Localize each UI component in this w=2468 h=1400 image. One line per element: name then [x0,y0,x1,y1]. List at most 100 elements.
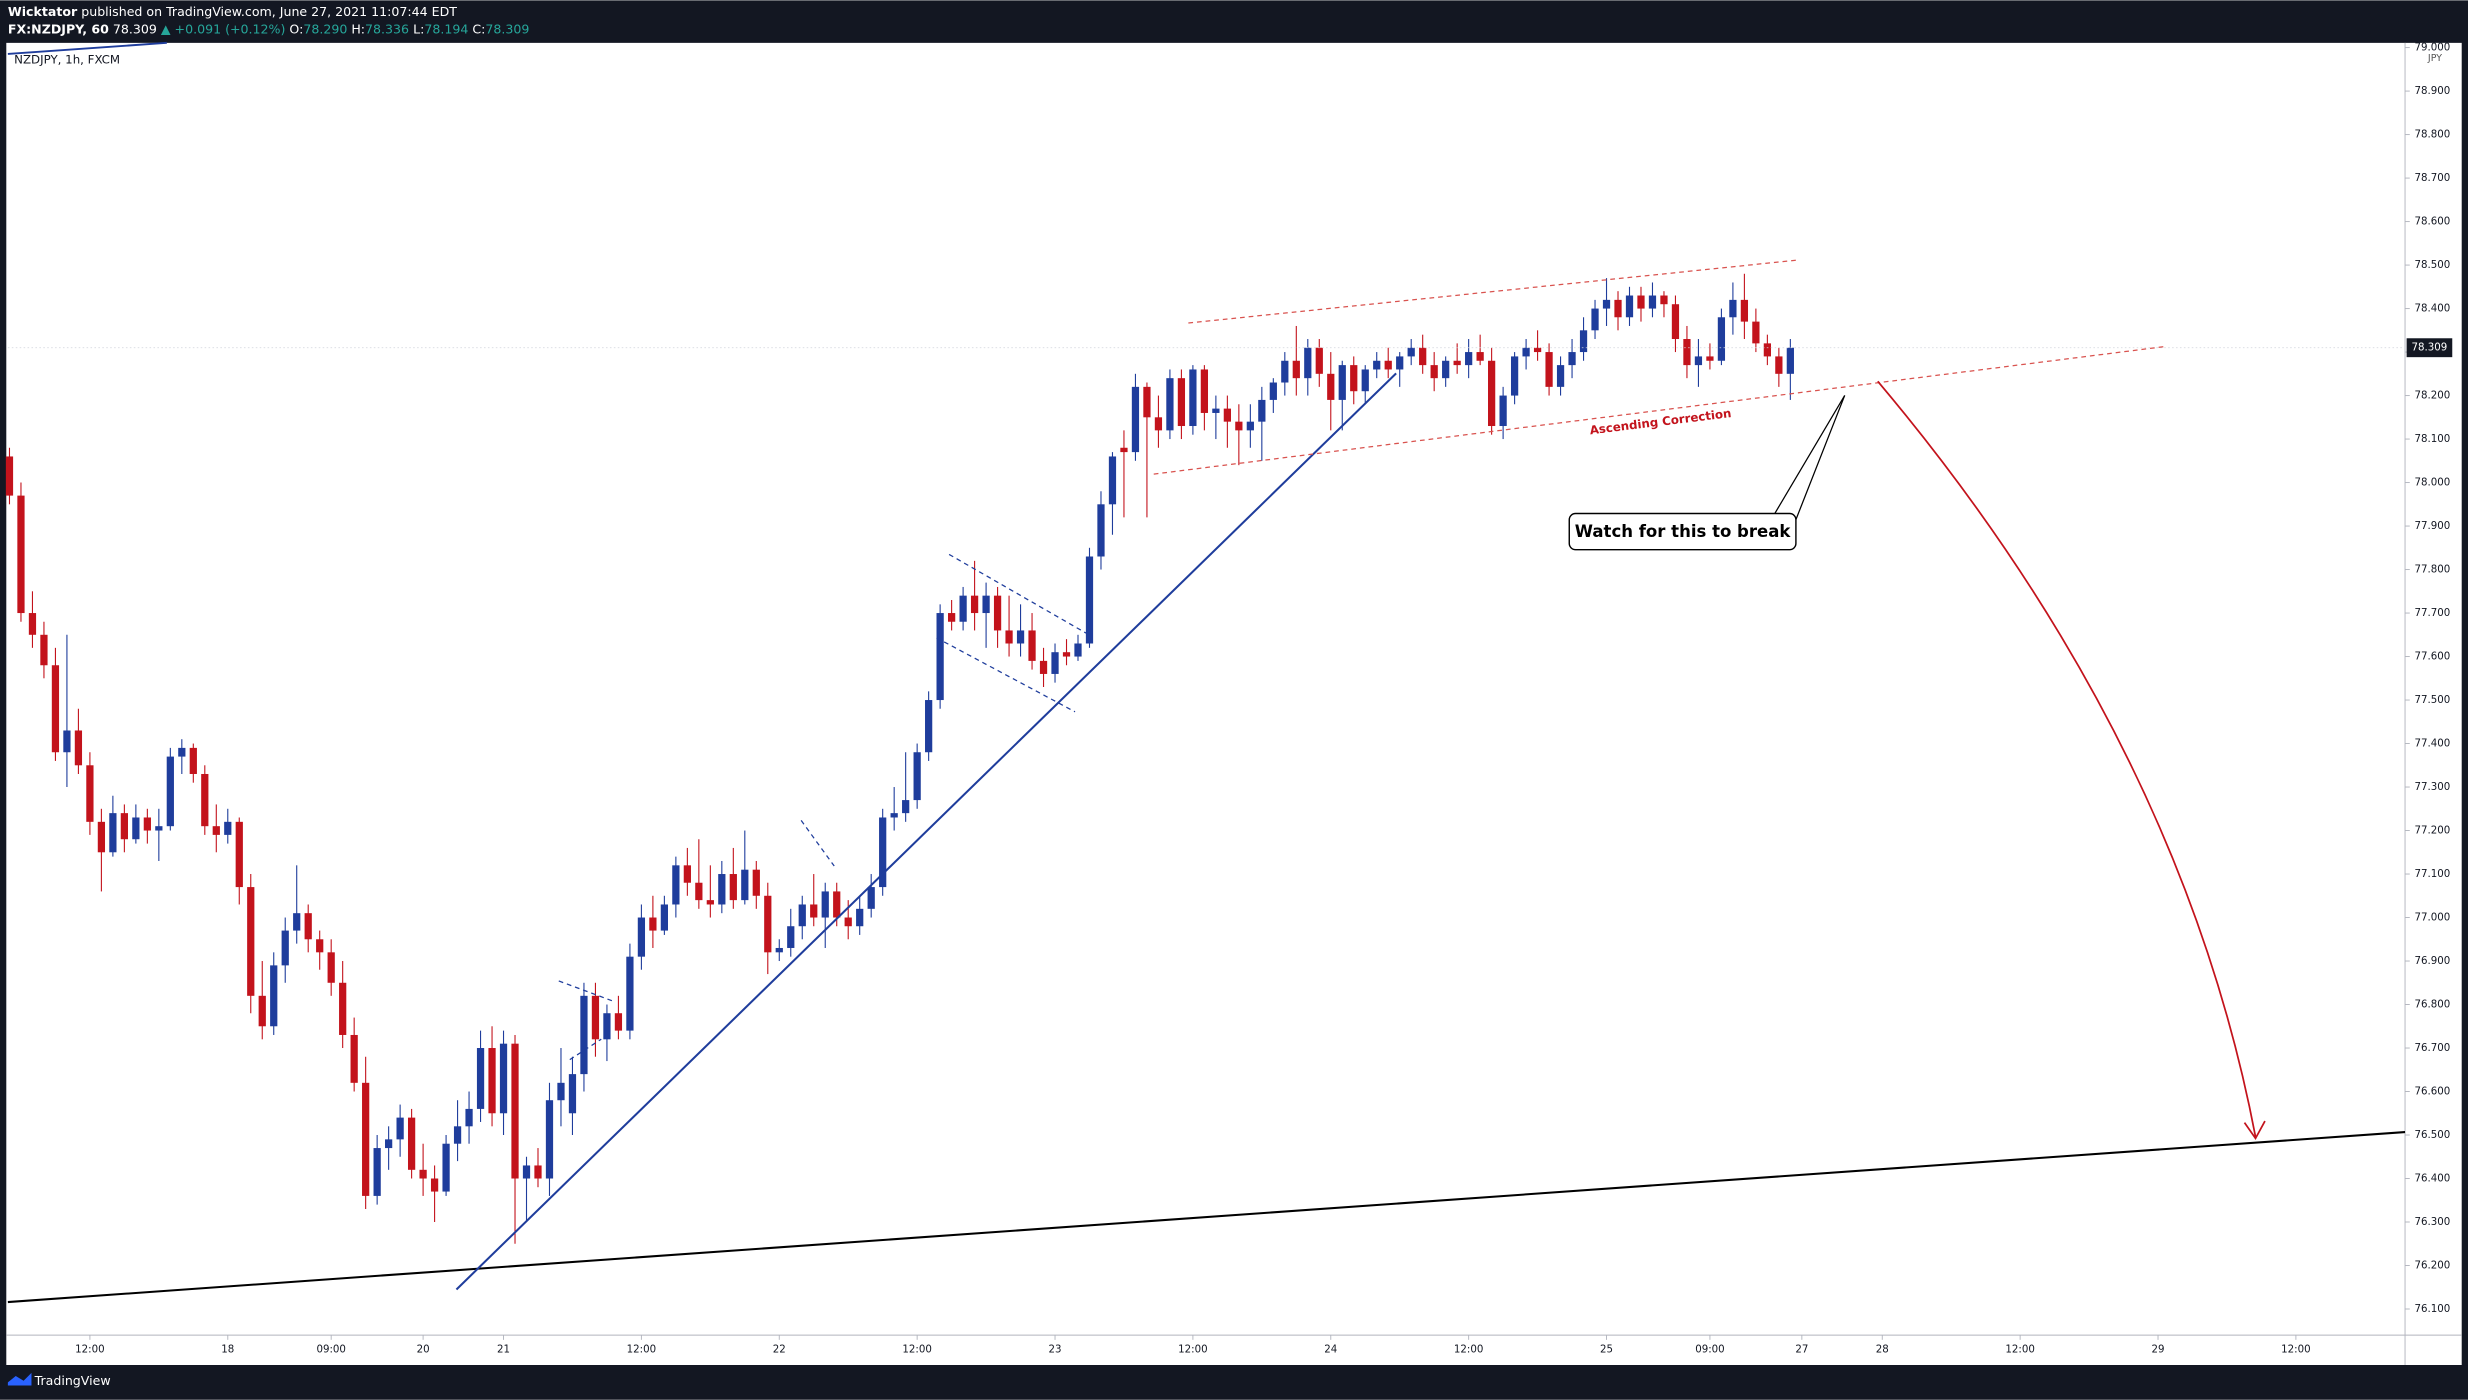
author: Wicktator [8,4,78,19]
y-tick-label: 77.100 [2414,869,2450,880]
candle-body [741,869,749,901]
c-key: C: [472,21,485,36]
y-tick-label: 77.000 [2414,913,2450,924]
candle-body [879,817,887,888]
candle-body [1648,295,1657,309]
candle-body [1166,378,1174,431]
y-tick-label: 78.800 [2414,130,2450,141]
footer [0,1365,2468,1400]
candle-body [453,1126,462,1144]
candle-body [476,1048,485,1109]
candle-body [1706,356,1714,361]
candle-body [798,904,806,927]
x-tick-label: 09:00 [316,1344,345,1355]
legend: NZDJPY, 1h, FXCM [14,53,120,67]
y-tick-label: 77.600 [2414,652,2450,663]
candle-body [1258,399,1266,422]
candle-body [201,773,209,827]
y-tick-label: 76.500 [2414,1130,2450,1141]
candle-body [499,1043,508,1114]
candle-body [787,926,795,948]
candle-body [637,917,646,957]
candle-body [856,908,864,927]
x-tick-label: 22 [773,1344,786,1355]
y-tick-label: 76.200 [2414,1261,2450,1272]
candle-body [166,756,174,827]
candle-body [1269,382,1277,400]
candle-body [1729,299,1737,318]
candle-body [1212,408,1220,413]
candle-body [235,821,243,888]
candle-body [28,613,37,635]
x-tick-label: 12:00 [2281,1344,2310,1355]
header-line: Wicktator published on TradingView.com, … [8,4,457,19]
x-tick-label: 27 [1795,1344,1808,1355]
candle-body [936,613,944,701]
candle-body [603,1013,611,1040]
candle-body [63,730,71,753]
support-line [7,1131,2406,1304]
candle-body [833,891,841,918]
candle-body [511,1043,519,1179]
y-tick-label: 77.500 [2414,695,2450,706]
candle-body [1442,360,1450,379]
candle-body [5,456,14,496]
candle-body [430,1178,439,1192]
c-val: 78.309 [485,21,529,36]
candle-body [1177,378,1186,427]
candle-body [1453,360,1461,366]
candle-body [947,613,956,622]
candle-body [660,904,669,931]
x-tick-label: 18 [221,1344,234,1355]
candle-body [120,813,128,840]
candle-body [913,752,921,801]
x-tick-label: 12:00 [627,1344,656,1355]
l-val: 78.194 [424,21,468,36]
candle-body [74,730,83,766]
candle-body [695,882,703,901]
candle-body [1717,317,1726,361]
candle-body [109,813,117,853]
candle-body [212,826,220,835]
candle-body [1246,421,1254,431]
callout-pointer [1792,395,1846,528]
candle-body [844,917,852,927]
candle-body [1350,365,1358,392]
candle-body [1361,369,1369,392]
y-tick-label: 76.700 [2414,1043,2450,1054]
candle-body [1694,356,1703,366]
x-tick-label: 25 [1600,1344,1613,1355]
candle-body [1154,417,1163,431]
drawings [7,41,2406,1304]
y-tick-label: 78.200 [2414,391,2450,402]
candle-body [764,895,772,953]
candle-body [729,874,737,901]
candle-body [1568,352,1576,366]
x-tick-label: 24 [1324,1344,1337,1355]
y-tick-label: 76.100 [2414,1304,2450,1315]
candle-body [373,1148,381,1196]
candle-body [1430,365,1438,379]
y-tick-label: 77.300 [2414,782,2450,793]
candle-body [51,665,60,753]
blue-line [7,41,167,55]
candle-body [1545,352,1553,387]
x-tick-label: 12:00 [1454,1344,1483,1355]
candle-body [1602,299,1611,309]
flag-line [558,980,615,1003]
candle-body [1039,660,1048,674]
candle-body [649,917,657,931]
candle-body [1120,447,1128,453]
currency: JPY [2427,53,2442,64]
candle-body [1384,360,1392,370]
candle-body [1419,347,1427,366]
candle-body [396,1117,404,1140]
candle-body [1074,643,1082,657]
candle-body [1338,365,1346,400]
candle-body [1625,295,1634,318]
y-tick-label: 76.300 [2414,1217,2450,1228]
candle-body [293,913,301,931]
candle-body [1499,395,1507,427]
y-tick-label: 77.400 [2414,739,2450,750]
